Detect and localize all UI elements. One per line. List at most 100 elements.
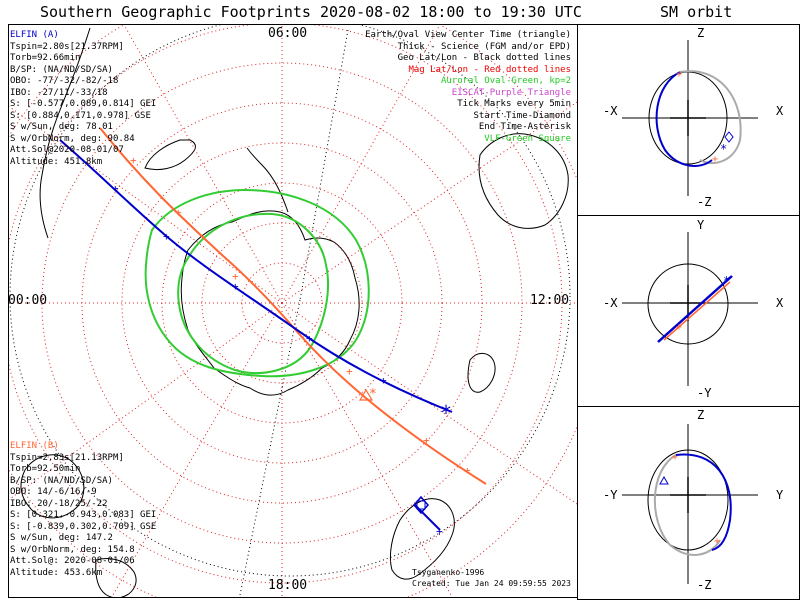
svg-text:*: * (723, 274, 730, 288)
africa-coastline (389, 498, 455, 580)
sm-axis-label-left: -X (603, 296, 618, 310)
sm-axis-label-bottom: -Z (697, 578, 712, 592)
auroral-oval-outer (144, 188, 370, 378)
polar-map: + + + + + + * + + + + + * + (9, 25, 577, 597)
sm-panel-xz: + + * (622, 40, 758, 196)
island-coastline (95, 558, 137, 597)
elfin-a-end-asterisk: * (440, 401, 452, 425)
elfin-b-info-line: Tspin=2.83s[21.13RPM] (10, 452, 124, 463)
elfin-b-info-line: S w/OrbNorm, deg: 154.8 (10, 544, 135, 555)
svg-text:+: + (676, 322, 682, 333)
sm-axis-label-bottom: -Z (697, 195, 712, 209)
elfin-a-name: ELFIN (A) (10, 30, 59, 40)
sm-axis-label-left: -X (603, 104, 618, 118)
coastlines (20, 27, 569, 597)
legend: Earth/Oval View Center Time (triangle) T… (365, 30, 571, 145)
geo-grid (9, 25, 571, 596)
elfin-b-track: + + + + + + * (99, 127, 487, 485)
elfin-a-info-line: Att.Sol@2020-08-01/07 (10, 145, 124, 155)
elfin-b-info-line: OBO: 14/-6/16/-9 (10, 487, 97, 497)
legend-item: End Time-Asterisk (478, 122, 571, 132)
sm-axis-label-top: Z (697, 408, 705, 422)
elfin-b-info-line: Torb=92.50min (10, 464, 81, 474)
elfin-a-info-line: Altitude: 451.8km (10, 156, 103, 167)
svg-text:+: + (676, 69, 682, 80)
elfin-a-info-line: Tspin=2.80s[21.37RPM] (10, 41, 124, 52)
elfin-a-info-line: IBO: -27/11/-33/18 (10, 87, 108, 98)
mag-grid (9, 25, 577, 597)
legend-item: Auroral Oval-Green, kp=2 (440, 76, 571, 86)
legend-item: VLF-Green Square (484, 133, 571, 144)
svg-text:+: + (714, 536, 720, 547)
elfin-a-info-line: Torb=92.66min (10, 53, 81, 63)
south-america-tip (144, 139, 196, 171)
legend-item: Tick Marks every 5min (457, 99, 571, 109)
svg-text:+: + (232, 280, 239, 293)
created-timestamp: Created: Tue Jan 24 09:59:55 2023 (412, 579, 571, 588)
elfin-b-info-line: B/SP: (NA/ND/SD/SA) (10, 475, 113, 486)
sm-panel-yz: + + (622, 424, 758, 584)
australia-coastline (478, 133, 569, 229)
elfin-a-info-line: S w/Sun, deg: 78.01 (10, 122, 113, 132)
sm-axis-label-right: X (776, 104, 784, 118)
sm-axis-label-top: Z (697, 26, 705, 40)
svg-text:+: + (436, 525, 443, 538)
new-zealand-coastline (467, 353, 496, 393)
elfin-a-info-line: S w/OrbNorm, deg: 90.84 (10, 133, 135, 144)
svg-text:+: + (712, 154, 718, 165)
legend-item: Thick - Science (FGM and/or EPD) (397, 41, 571, 52)
elfin-b-info-line: S: [0.321,-0.943,0.083] GEI (10, 510, 157, 520)
peninsula-coastline (246, 147, 289, 213)
elfin-a-info-line: OBO: -77/-32/-82/-18 (10, 76, 119, 86)
sm-panel-xy: * + (622, 232, 758, 386)
sm-orbit-title: SM orbit (660, 3, 733, 21)
model-credit: Tsyganenko-1996 (412, 568, 485, 577)
svg-text:+: + (346, 365, 353, 378)
svg-text:+: + (672, 452, 678, 463)
elfin-b-info-line: Altitude: 453.6km (10, 567, 103, 578)
madagascar-coastline (20, 454, 85, 519)
elfin-a-info: ELFIN (A) Tspin=2.80s[21.37RPM] Torb=92.… (10, 30, 156, 168)
elfin-b-info-line: Att.Sol@: 2020-08-01/06 (10, 556, 135, 566)
plot-title: Southern Geographic Footprints 2020-08-0… (40, 3, 582, 21)
sm-axis-label-top: Y (697, 218, 705, 232)
sm-axis-label-right: X (776, 296, 784, 310)
svg-text:+: + (380, 374, 387, 387)
elfin-b-view-center-triangle (358, 388, 374, 401)
legend-item: Mag Lat/Lon - Red dotted lines (408, 64, 571, 75)
clock-label-left: 00:00 (8, 293, 48, 308)
svg-text:+: + (423, 434, 430, 447)
auroral-oval (144, 188, 370, 378)
svg-text:+: + (306, 332, 313, 345)
elfin-b-name: ELFIN (B) (10, 441, 59, 451)
legend-item: Earth/Oval View Center Time (triangle) (365, 30, 571, 40)
legend-item: Start Time-Diamond (473, 110, 571, 121)
svg-text:+: + (175, 206, 182, 219)
svg-text:+: + (130, 154, 137, 167)
sm-axis-label-left: -Y (603, 488, 618, 502)
elfin-b-info-line: IBO: 20/-18/25/-22 (10, 498, 108, 509)
elfin-a-track: + + + + + * + (59, 139, 453, 538)
clock-label-bottom: 18:00 (268, 578, 308, 593)
svg-text:+: + (112, 182, 119, 195)
clock-label-right: 12:00 (530, 293, 570, 308)
elfin-a-info-line: S: [0.884,0.171,0.978] GSE (10, 110, 151, 121)
elfin-b-info: ELFIN (B) Tspin=2.83s[21.13RPM] Torb=92.… (10, 441, 156, 579)
elfin-a-info-line: B/SP: (NA/ND/SD/SA) (10, 64, 113, 75)
elfin-a-start-diamond (413, 495, 429, 515)
svg-text:*: * (720, 142, 727, 156)
elfin-b-info-line: S: [-0.839,0.302,0.709] GSE (10, 521, 157, 532)
elfin-b-info-line: S w/Sun, deg: 147.2 (10, 533, 113, 543)
svg-text:+: + (163, 230, 170, 243)
credits: Tsyganenko-1996 Created: Tue Jan 24 09:5… (412, 567, 571, 589)
auroral-oval-inner (177, 212, 329, 374)
sm-axis-label-right: Y (776, 488, 784, 502)
legend-item: EISCAT-Purple Triangle (451, 87, 571, 98)
elfin-b-end-asterisk: * (369, 387, 377, 402)
legend-item: Geo Lat/Lon - Black dotted lines (397, 53, 571, 63)
svg-text:+: + (232, 270, 239, 283)
svg-text:+: + (464, 464, 471, 477)
south-america-coastline (39, 27, 91, 239)
clock-label-top: 06:00 (268, 26, 308, 41)
